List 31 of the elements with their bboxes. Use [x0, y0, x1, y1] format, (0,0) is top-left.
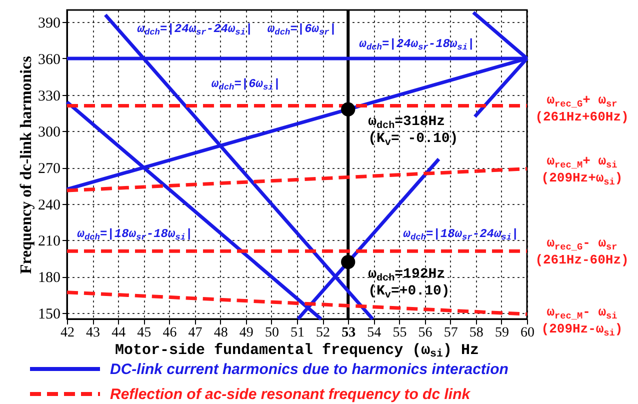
y-tick-label: 390 — [38, 16, 60, 32]
y-tick-label: 300 — [38, 124, 60, 141]
x-tick-label: 60 — [520, 326, 534, 340]
x-tick-label: 47 — [188, 326, 202, 340]
y-tick-label: 180 — [38, 270, 60, 286]
y-tick-label: 210 — [38, 234, 60, 250]
x-tick-label: 59 — [494, 326, 509, 340]
x-tick-label: 44 — [112, 326, 126, 340]
x-tick-label: 42 — [60, 326, 74, 340]
x-tick-label: 54 — [367, 326, 382, 340]
x-tick-label: 49 — [239, 326, 254, 340]
y-tick-label: 240 — [38, 197, 60, 214]
x-tick-label: 56 — [418, 326, 432, 340]
legend-label: DC-link current harmonics due to harmonics interaction — [110, 361, 508, 378]
x-tick-label: 48 — [214, 326, 228, 340]
x-tick-label: 51 — [290, 326, 304, 340]
y-tick-label: 360 — [38, 52, 60, 68]
x-tick-label: 46 — [162, 326, 177, 340]
x-tick-label: 58 — [469, 326, 484, 340]
x-tick-label: 43 — [86, 326, 100, 340]
y-tick-label: 330 — [38, 88, 60, 104]
y-tick-label: 270 — [38, 161, 60, 178]
x-tick-label: 53 — [342, 326, 356, 340]
legend-label: Reflection of ac-side resonant frequency to dc link — [110, 386, 471, 403]
x-tick-label: 57 — [444, 326, 458, 340]
x-tick-label: 45 — [137, 326, 152, 340]
x-tick-label: 50 — [264, 326, 279, 340]
x-tick-label: 55 — [392, 326, 407, 340]
y-axis-title: Frequency of dc-link harmonics — [18, 56, 35, 274]
y-tick-label: 150 — [38, 306, 60, 322]
x-tick-label: 52 — [316, 326, 330, 340]
